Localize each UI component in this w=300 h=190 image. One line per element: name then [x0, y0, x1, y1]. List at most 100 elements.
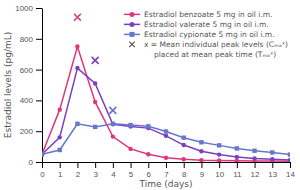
x-tick-label: 10 [215, 170, 224, 179]
legend-item: Estradiol benzoate 5 mg in oil i.m. [124, 10, 272, 19]
x-tick-mark [255, 162, 256, 168]
x-tick: 6 [147, 162, 152, 179]
y-tick: 1000 [15, 4, 42, 13]
peak-marker [74, 14, 81, 21]
x-tick-mark [42, 162, 43, 168]
series-point [199, 149, 203, 153]
series-point [199, 158, 203, 162]
series-point [146, 124, 150, 128]
x-tick-label: 13 [268, 170, 277, 179]
series-point [164, 129, 168, 133]
series-point [42, 152, 44, 156]
series-line [42, 124, 290, 155]
x-tick-label: 1 [58, 170, 63, 179]
legend-marker [129, 32, 134, 37]
x-tick-label: 14 [286, 170, 295, 179]
x-tick-mark [131, 162, 132, 168]
series-point [288, 152, 290, 156]
x-tick-mark [166, 162, 167, 168]
series-point [146, 152, 150, 156]
series-point [111, 134, 115, 138]
y-tick-label: 800 [20, 35, 34, 44]
x-tick-label: 6 [147, 170, 152, 179]
x-tick: 14 [286, 162, 295, 179]
y-axis: 02004006008001000 [15, 4, 42, 167]
x-tick: 8 [182, 162, 187, 179]
series-point [217, 152, 221, 156]
y-tick-mark [36, 162, 42, 163]
series-point [235, 146, 239, 150]
series-point [58, 107, 62, 111]
series-point [42, 152, 44, 156]
series-point [288, 158, 290, 162]
x-tick-label: 12 [251, 170, 260, 179]
x-tick-mark [95, 162, 96, 168]
y-tick-label: 1000 [15, 4, 33, 13]
series-point [252, 149, 256, 153]
series-point [270, 157, 274, 161]
x-tick-label: 3 [93, 170, 98, 179]
series-point [75, 122, 79, 126]
y-tick-label: 0 [29, 158, 34, 167]
series-point [164, 134, 168, 138]
legend-note-text: x = Mean individual peak levels (Cₘₐˣ) [144, 40, 288, 49]
series-point [217, 158, 221, 162]
series-point [58, 135, 62, 139]
series-point [235, 155, 239, 159]
marks [42, 14, 290, 162]
y-tick-mark [36, 100, 42, 101]
x-tick: 2 [76, 162, 81, 179]
x-tick: 9 [200, 162, 205, 179]
series-point [182, 143, 186, 147]
x-axis-title: Time (days) [138, 179, 192, 189]
legend-note: x = Mean individual peak levels (Cₘₐˣ)pl… [129, 40, 288, 59]
legend-marker [129, 12, 134, 17]
series-point [199, 140, 203, 144]
y-tick-mark [36, 39, 42, 40]
y-tick-label: 400 [20, 96, 34, 105]
x-tick-mark [113, 162, 114, 168]
peak-marker [109, 107, 116, 114]
series-point [93, 125, 97, 129]
series-point [217, 143, 221, 147]
series-point [58, 148, 62, 152]
series-point [182, 135, 186, 139]
series-point [128, 147, 132, 151]
x-tick: 4 [111, 162, 116, 179]
x-tick-mark [77, 162, 78, 168]
x-tick: 5 [129, 162, 134, 179]
series-point [42, 152, 44, 156]
x-tick-mark [148, 162, 149, 168]
series-point [111, 122, 115, 126]
legend-item: Estradiol cypionate 5 mg in oil i.m. [124, 30, 275, 39]
x-tick-mark [201, 162, 202, 168]
series-point [164, 155, 168, 159]
x-tick: 11 [233, 162, 242, 179]
x-tick: 7 [164, 162, 169, 179]
series-point [252, 156, 256, 160]
x-tick-mark [219, 162, 220, 168]
x-tick-label: 9 [200, 170, 205, 179]
series-line [42, 47, 290, 162]
x-tick-mark [290, 162, 291, 168]
x-tick-mark [60, 162, 61, 168]
legend-label: Estradiol cypionate 5 mg in oil i.m. [144, 30, 275, 39]
series-point [93, 100, 97, 104]
x-tick: 10 [215, 162, 224, 179]
x-tick-label: 8 [182, 170, 187, 179]
x-tick: 0 [40, 162, 45, 179]
x-tick-mark [184, 162, 185, 168]
x-tick: 12 [251, 162, 260, 179]
x-axis: 01234567891011121314 [40, 162, 295, 179]
series-point [270, 150, 274, 154]
legend-marker [129, 22, 134, 27]
series-point [75, 44, 79, 48]
x-tick-label: 4 [111, 170, 116, 179]
y-tick-mark [36, 70, 42, 71]
x-tick: 13 [268, 162, 277, 179]
y-tick-label: 200 [20, 127, 34, 136]
series-point [111, 122, 115, 126]
x-tick-label: 0 [40, 170, 45, 179]
series-point [75, 66, 79, 70]
legend: Estradiol benzoate 5 mg in oil i.m. Estra… [124, 10, 288, 59]
